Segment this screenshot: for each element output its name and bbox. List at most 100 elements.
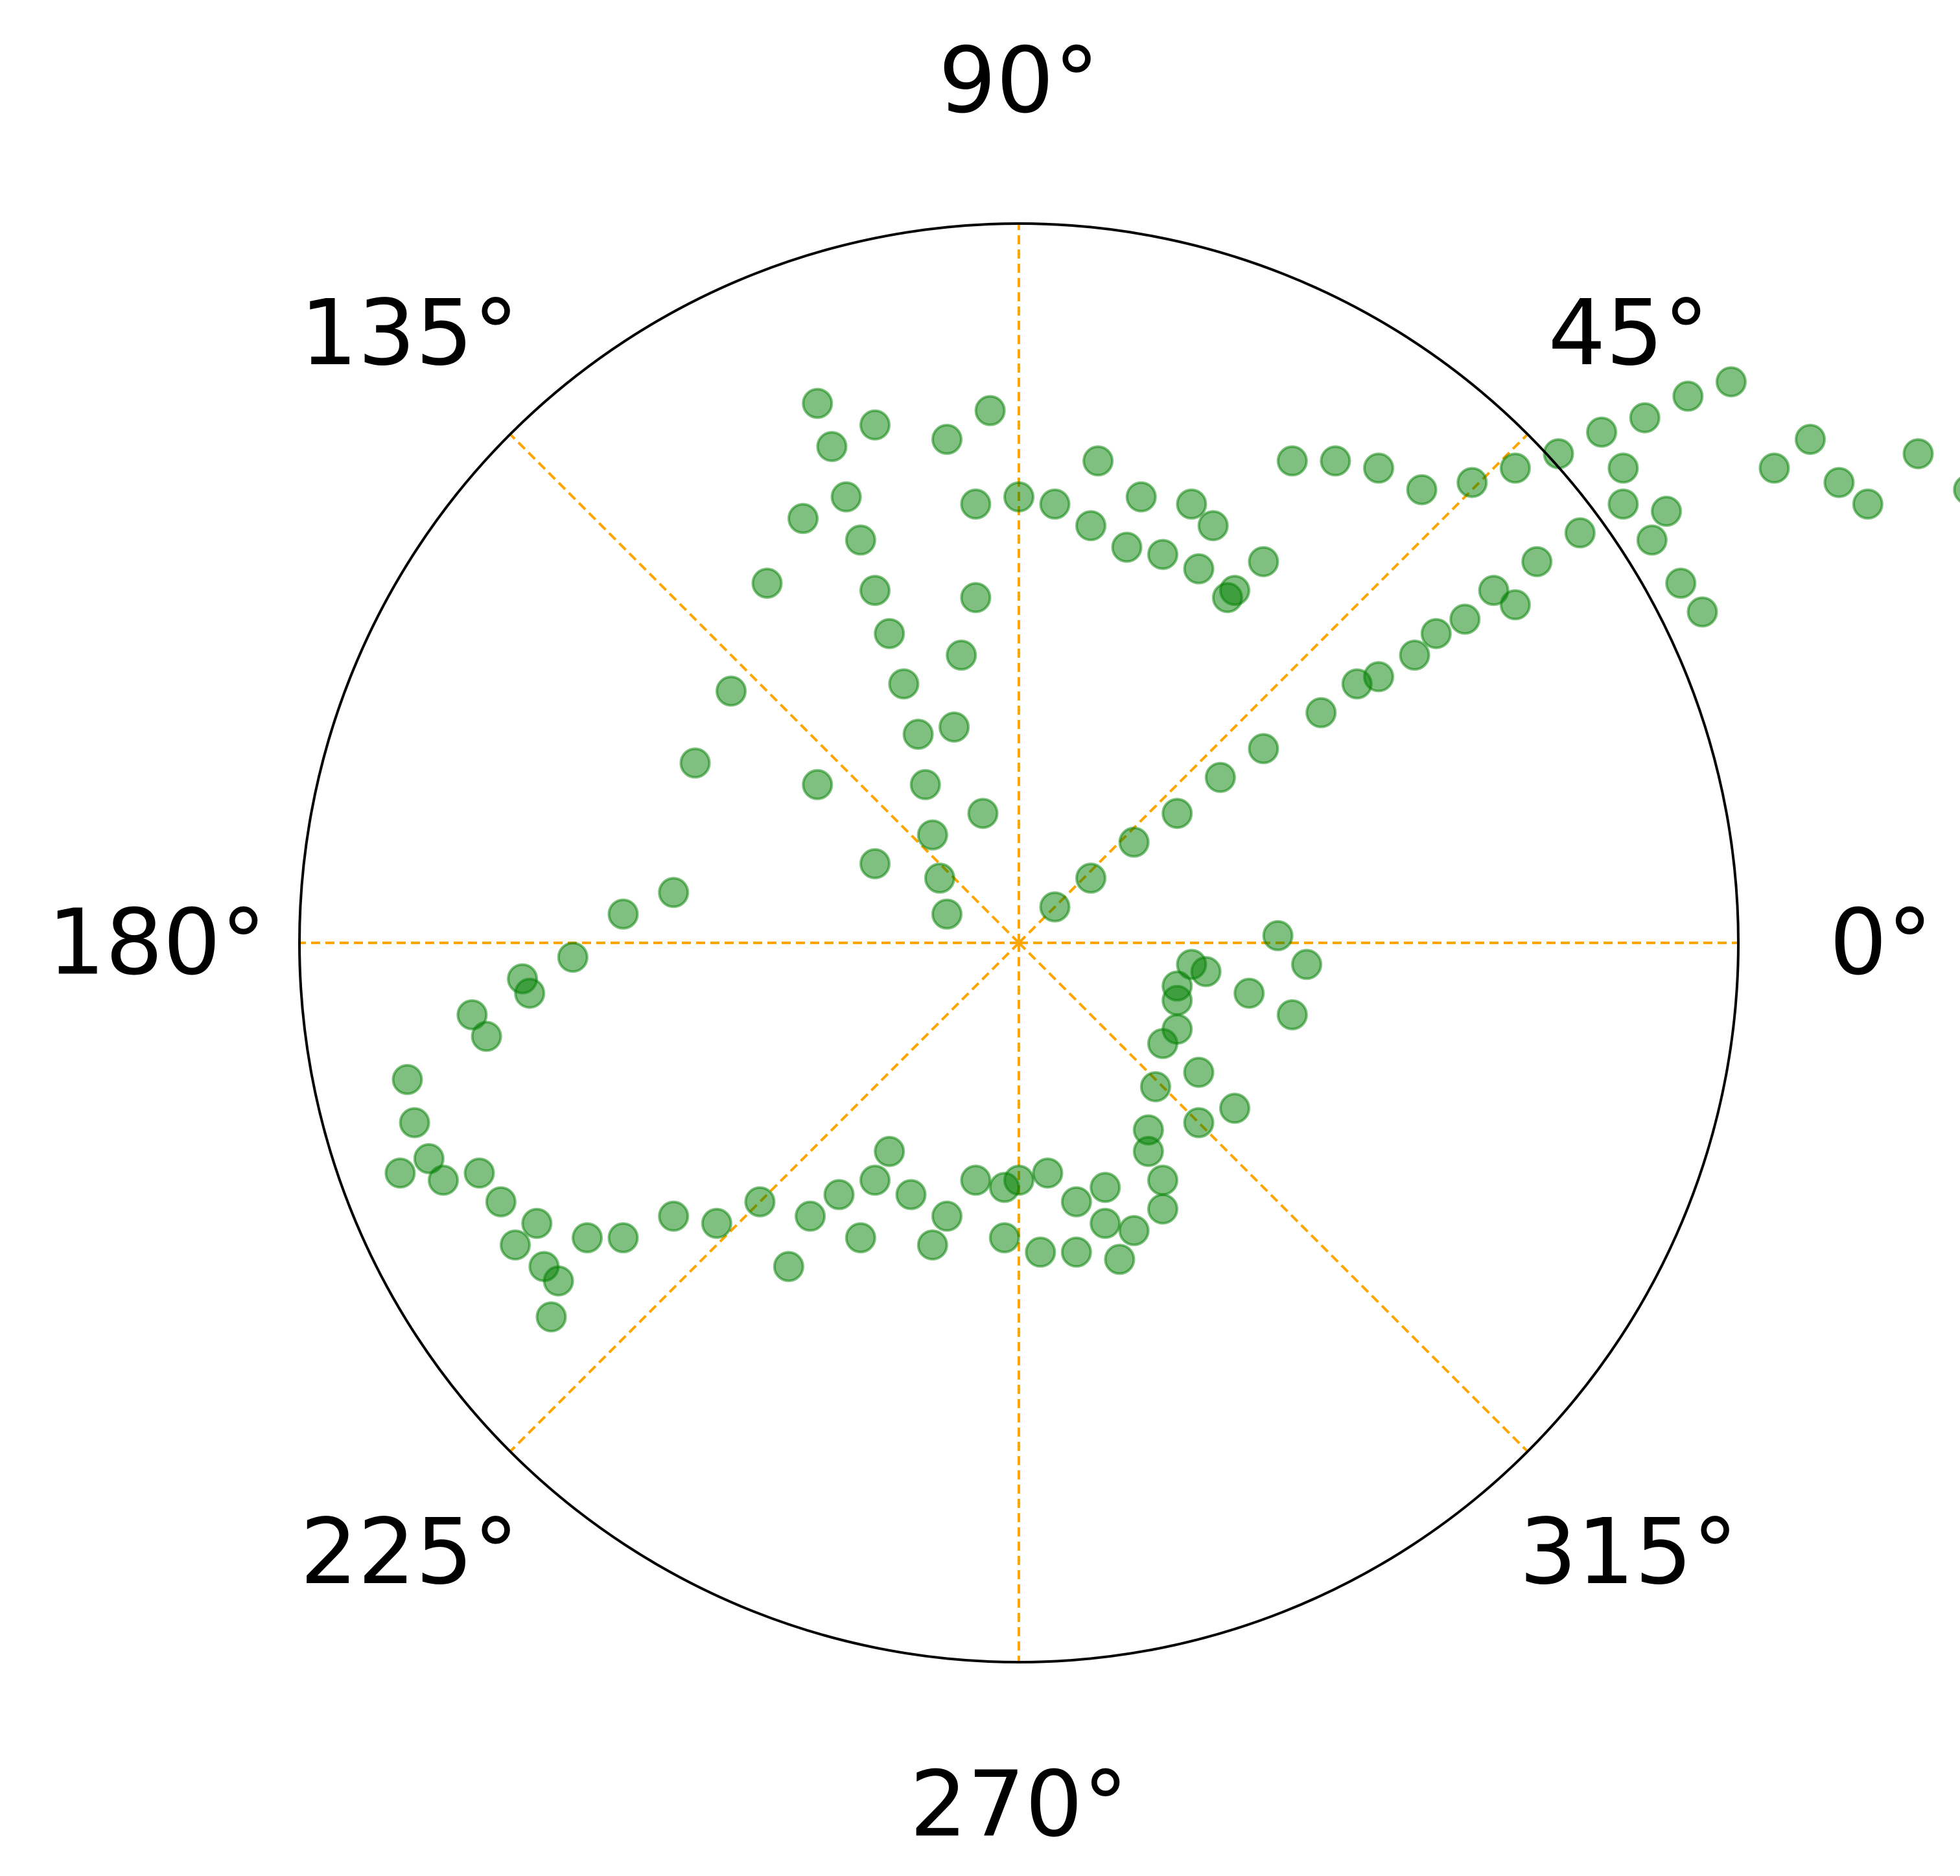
data-point [463, 1157, 495, 1189]
data-point [1039, 488, 1071, 520]
data-point [413, 1143, 445, 1174]
data-point [1399, 640, 1430, 671]
data-point [399, 1107, 430, 1139]
data-point [1147, 1164, 1178, 1196]
data-point [751, 568, 783, 599]
data-point [1665, 568, 1697, 599]
data-point [1276, 445, 1308, 477]
data-point [1039, 891, 1071, 923]
data-point [1449, 603, 1481, 635]
data-point [960, 488, 992, 520]
data-point [679, 747, 711, 779]
data-point [1248, 733, 1279, 765]
data-point [1176, 488, 1208, 520]
labels-layer: 0° 45° 90° 135° 180° 225° 270° 315° [47, 29, 1932, 1858]
data-point [1090, 1207, 1121, 1239]
data-point [1276, 999, 1308, 1030]
grid-layer [299, 224, 1738, 1662]
data-point [1025, 1236, 1056, 1268]
data-point [1629, 402, 1661, 434]
theta-tick-label: 225° [300, 1500, 519, 1605]
grid-spoke-315 [1018, 942, 1529, 1453]
data-point [967, 798, 999, 829]
data-point [1183, 1107, 1215, 1139]
data-point [802, 388, 834, 419]
data-point [916, 1229, 948, 1261]
data-point [924, 863, 955, 894]
data-point [1672, 380, 1704, 412]
data-point [1060, 1186, 1092, 1218]
data-point [859, 1164, 891, 1196]
data-point [1795, 424, 1826, 455]
data-point [607, 1222, 639, 1254]
data-point [859, 409, 891, 441]
data-point [1420, 618, 1452, 649]
data-point [988, 1222, 1020, 1254]
data-point [1075, 510, 1106, 542]
data-point [1823, 467, 1855, 498]
data-point [1341, 668, 1373, 700]
polar-frame [298, 222, 1740, 1663]
data-point [895, 1179, 927, 1210]
data-point [1211, 582, 1243, 614]
data-point [572, 1222, 603, 1254]
data-point [1190, 956, 1222, 988]
data-point [1104, 1244, 1136, 1275]
data-point [816, 431, 848, 463]
theta-tick-label: 135° [300, 281, 519, 386]
data-point [874, 1135, 905, 1167]
data-point [1147, 1193, 1178, 1225]
data-point [974, 395, 1006, 426]
data-point [1543, 438, 1574, 470]
theta-tick-label: 0° [1829, 890, 1932, 996]
data-point [1320, 445, 1351, 477]
theta-tick-label: 315° [1519, 1500, 1738, 1605]
data-point [535, 1301, 567, 1333]
data-point [1248, 546, 1279, 577]
data-point [1478, 575, 1510, 607]
data-point [1139, 1071, 1171, 1102]
data-point [1607, 452, 1639, 484]
data-point [500, 1229, 531, 1261]
data-point [1003, 481, 1034, 513]
data-point [1090, 1172, 1121, 1203]
data-point [1363, 452, 1394, 484]
grid-spoke-45 [1018, 433, 1529, 944]
data-point [485, 1186, 517, 1218]
data-point [795, 1200, 826, 1232]
data-point [1111, 531, 1143, 563]
data-point [1305, 697, 1337, 728]
data-point [1262, 920, 1294, 951]
data-point [1147, 538, 1178, 570]
data-point [960, 1164, 992, 1196]
points-layer [384, 366, 1960, 1333]
data-point [384, 1157, 416, 1189]
data-point [1118, 1215, 1150, 1246]
data-point [607, 898, 639, 930]
theta-tick-label: 90° [939, 29, 1099, 134]
data-point [1499, 452, 1531, 484]
data-point [902, 719, 934, 750]
data-point [874, 618, 905, 649]
data-point [1219, 1093, 1250, 1124]
data-point [888, 668, 920, 700]
data-point [1183, 553, 1215, 585]
frame-layer [298, 222, 1740, 1663]
data-point [391, 1063, 423, 1095]
data-point [802, 769, 834, 800]
data-point [830, 481, 862, 513]
data-point [1161, 798, 1193, 829]
data-point [507, 963, 539, 995]
grid-spoke-135 [509, 433, 1020, 944]
data-point [931, 424, 962, 455]
data-point [1586, 416, 1618, 448]
data-point [916, 819, 948, 851]
data-point [1075, 863, 1106, 894]
data-point [1233, 977, 1265, 1009]
data-point [909, 769, 941, 800]
theta-tick-label: 180° [47, 890, 266, 996]
data-point [1636, 524, 1668, 556]
data-point [931, 898, 962, 930]
